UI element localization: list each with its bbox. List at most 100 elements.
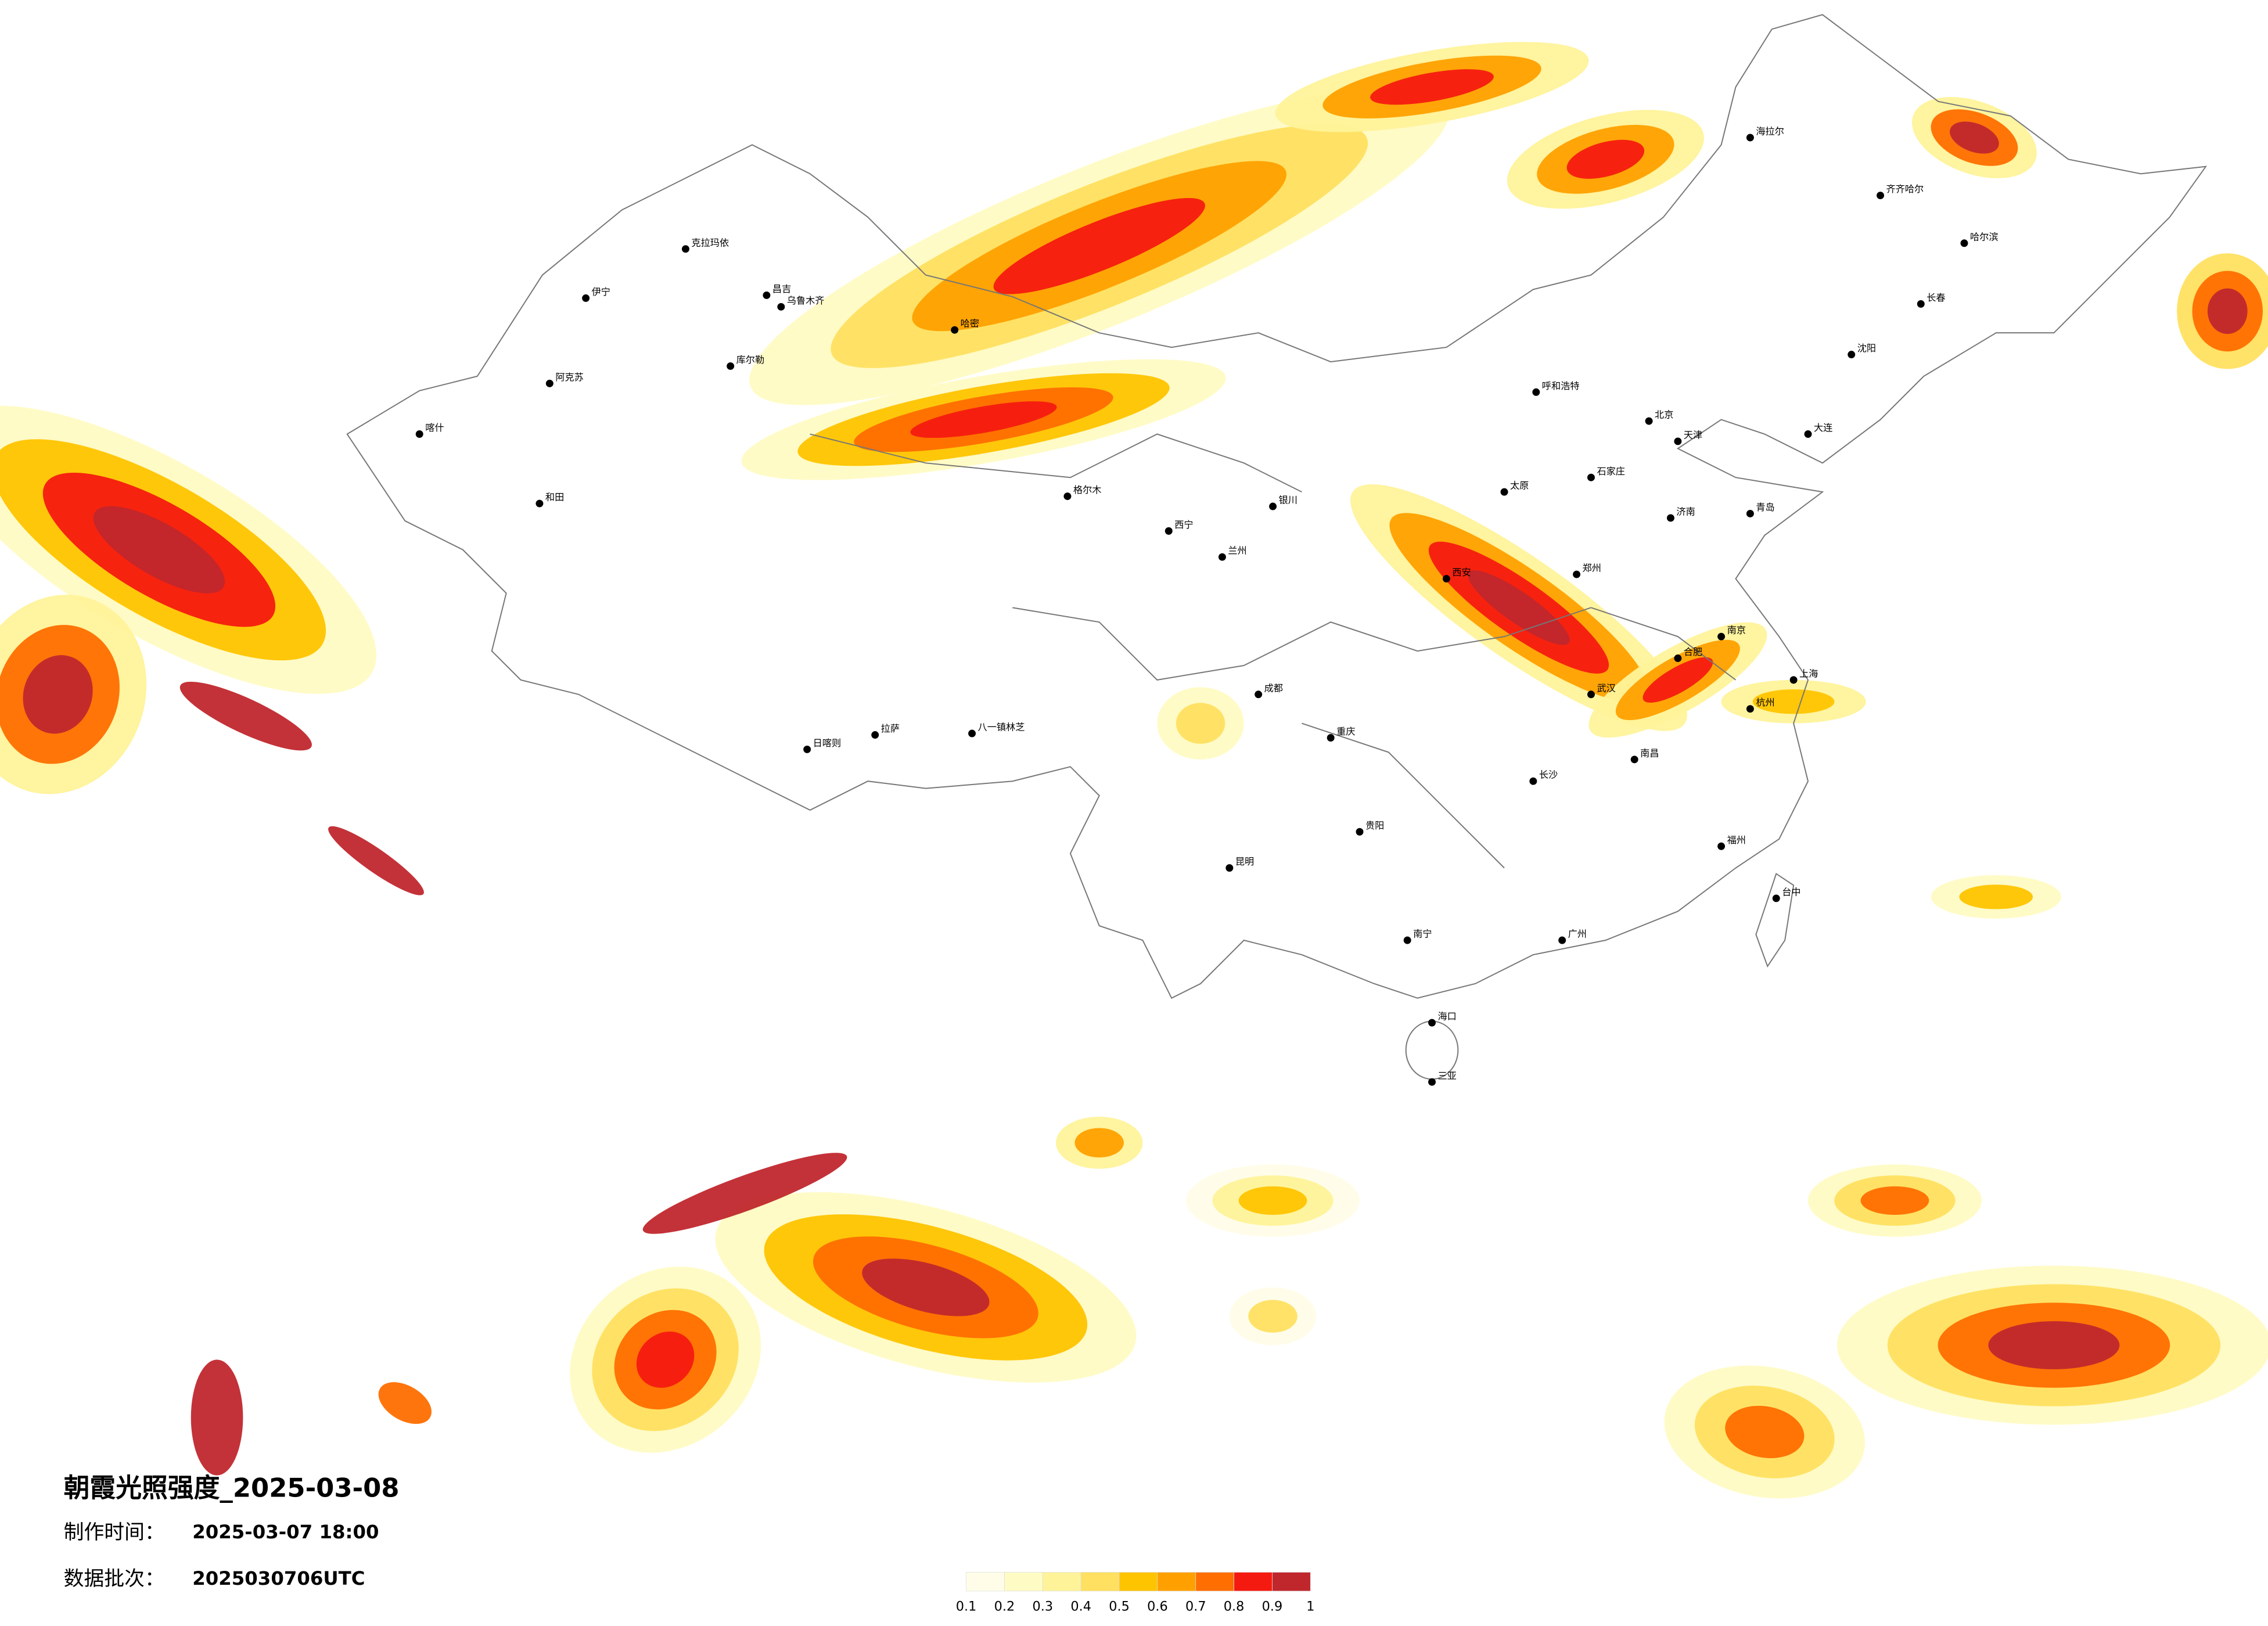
batch-value: 2025030706UTC — [192, 1567, 365, 1589]
heat-blob — [636, 1331, 695, 1388]
city-label: 贵阳 — [1365, 820, 1384, 831]
city-label: 济南 — [1676, 506, 1695, 517]
heat-blob — [1725, 1405, 1805, 1458]
city-dot — [1717, 632, 1726, 641]
taiwan — [1755, 873, 1795, 968]
city-label: 南京 — [1727, 625, 1746, 636]
batch-label: 数据批次： — [64, 1567, 165, 1591]
heat-blob — [642, 1153, 847, 1234]
city-dot — [968, 729, 976, 738]
city-dot — [1746, 134, 1754, 142]
city-label: 银川 — [1279, 495, 1297, 506]
legend-tick-label: 0.2 — [994, 1599, 1015, 1614]
city-dot — [1630, 756, 1638, 764]
legend-swatch — [966, 1572, 1005, 1592]
heat-blob — [1370, 69, 1494, 105]
heat-blob — [1860, 1186, 1929, 1215]
city-dot — [1917, 300, 1925, 308]
heat-blob — [191, 1359, 243, 1476]
city-label: 福州 — [1727, 834, 1746, 846]
city-dot — [1960, 239, 1968, 247]
heat-blob — [1248, 1300, 1297, 1333]
city-label: 石家庄 — [1597, 466, 1625, 477]
heat-blob — [1176, 703, 1225, 744]
city-dot — [1877, 192, 1885, 200]
inner-border — [810, 433, 1737, 869]
city-label: 兰州 — [1228, 545, 1246, 556]
city-label: 西宁 — [1174, 519, 1193, 530]
city-label: 南昌 — [1640, 747, 1659, 758]
heat-blob — [1950, 121, 1999, 154]
city-dot — [1848, 351, 1856, 359]
city-label: 呼和浩特 — [1542, 380, 1580, 391]
city-label: 三亚 — [1437, 1070, 1456, 1081]
city-label: 日喀则 — [813, 738, 842, 749]
legend-swatch — [1272, 1572, 1311, 1592]
city-label: 格尔木 — [1073, 484, 1102, 495]
heat-layer — [0, 42, 2268, 1499]
city-label: 拉萨 — [881, 723, 900, 734]
city-label: 重庆 — [1336, 726, 1355, 737]
made-value: 2025-03-07 18:00 — [192, 1521, 379, 1543]
city-label: 太原 — [1510, 480, 1529, 491]
legend-swatch — [1004, 1572, 1043, 1592]
legend-tick-label: 0.9 — [1262, 1599, 1283, 1614]
city-dot — [1529, 777, 1537, 785]
heat-blob — [93, 506, 225, 593]
heat-blob — [1238, 1186, 1307, 1215]
city-dot — [951, 326, 959, 334]
city-label: 喀什 — [425, 422, 444, 433]
city-label: 沈阳 — [1857, 343, 1876, 354]
city-dot — [1674, 654, 1682, 662]
city-label: 哈尔滨 — [1970, 231, 1999, 242]
city-label: 郑州 — [1583, 563, 1601, 574]
legend-tick-label: 0.4 — [1070, 1599, 1091, 1614]
heat-blob — [378, 1382, 432, 1424]
city-dot — [1674, 437, 1682, 445]
legend-swatch — [1195, 1572, 1234, 1592]
title: 朝霞光照强度_2025-03-08 — [64, 1473, 400, 1503]
city-label: 合肥 — [1684, 646, 1702, 657]
city-dot — [1804, 430, 1812, 438]
city-label: 齐齐哈尔 — [1886, 184, 1924, 195]
legend: 0.1 0.2 0.3 0.4 0.5 0.6 0.7 0.8 0.9 1 — [956, 1572, 1314, 1614]
city-dot — [1063, 492, 1072, 501]
china-outline — [346, 14, 2208, 999]
city-dot — [1573, 570, 1581, 578]
city-dot — [1327, 734, 1335, 742]
city-dot — [1772, 894, 1780, 902]
city-dot — [727, 362, 735, 370]
heat-blob — [862, 1258, 990, 1316]
city-label: 天津 — [1684, 429, 1702, 440]
city-dot — [1500, 488, 1508, 496]
city-label: 南宁 — [1413, 929, 1432, 940]
heat-blob — [910, 401, 1057, 438]
legend-tick-label: 0.5 — [1109, 1599, 1130, 1614]
city-dot — [1645, 417, 1653, 425]
city-dot — [1717, 842, 1726, 850]
city-dot — [1558, 936, 1566, 944]
city-label: 西安 — [1452, 567, 1471, 578]
city-label: 大连 — [1814, 422, 1832, 433]
city-label: 杭州 — [1756, 697, 1774, 708]
heat-blob — [2207, 288, 2248, 334]
heat-blob — [179, 681, 312, 751]
city-label: 库尔勒 — [736, 354, 765, 365]
city-dot — [1356, 828, 1364, 836]
city-dot — [763, 291, 771, 299]
city-label: 哈密 — [961, 318, 979, 329]
city-dot — [1789, 676, 1798, 684]
city-label: 广州 — [1568, 929, 1587, 940]
heat-blob — [1468, 570, 1570, 645]
city-dot — [1746, 510, 1754, 517]
city-label: 海拉尔 — [1756, 126, 1784, 137]
heat-blob — [1988, 1321, 2120, 1369]
city-dot — [871, 731, 879, 739]
city-dot — [1255, 690, 1263, 699]
city-label: 长沙 — [1539, 769, 1558, 780]
legend-tick-label: 1 — [1306, 1599, 1314, 1614]
city-dot — [1428, 1078, 1436, 1086]
city-label: 昌吉 — [772, 283, 791, 294]
city-label: 上海 — [1799, 668, 1818, 679]
